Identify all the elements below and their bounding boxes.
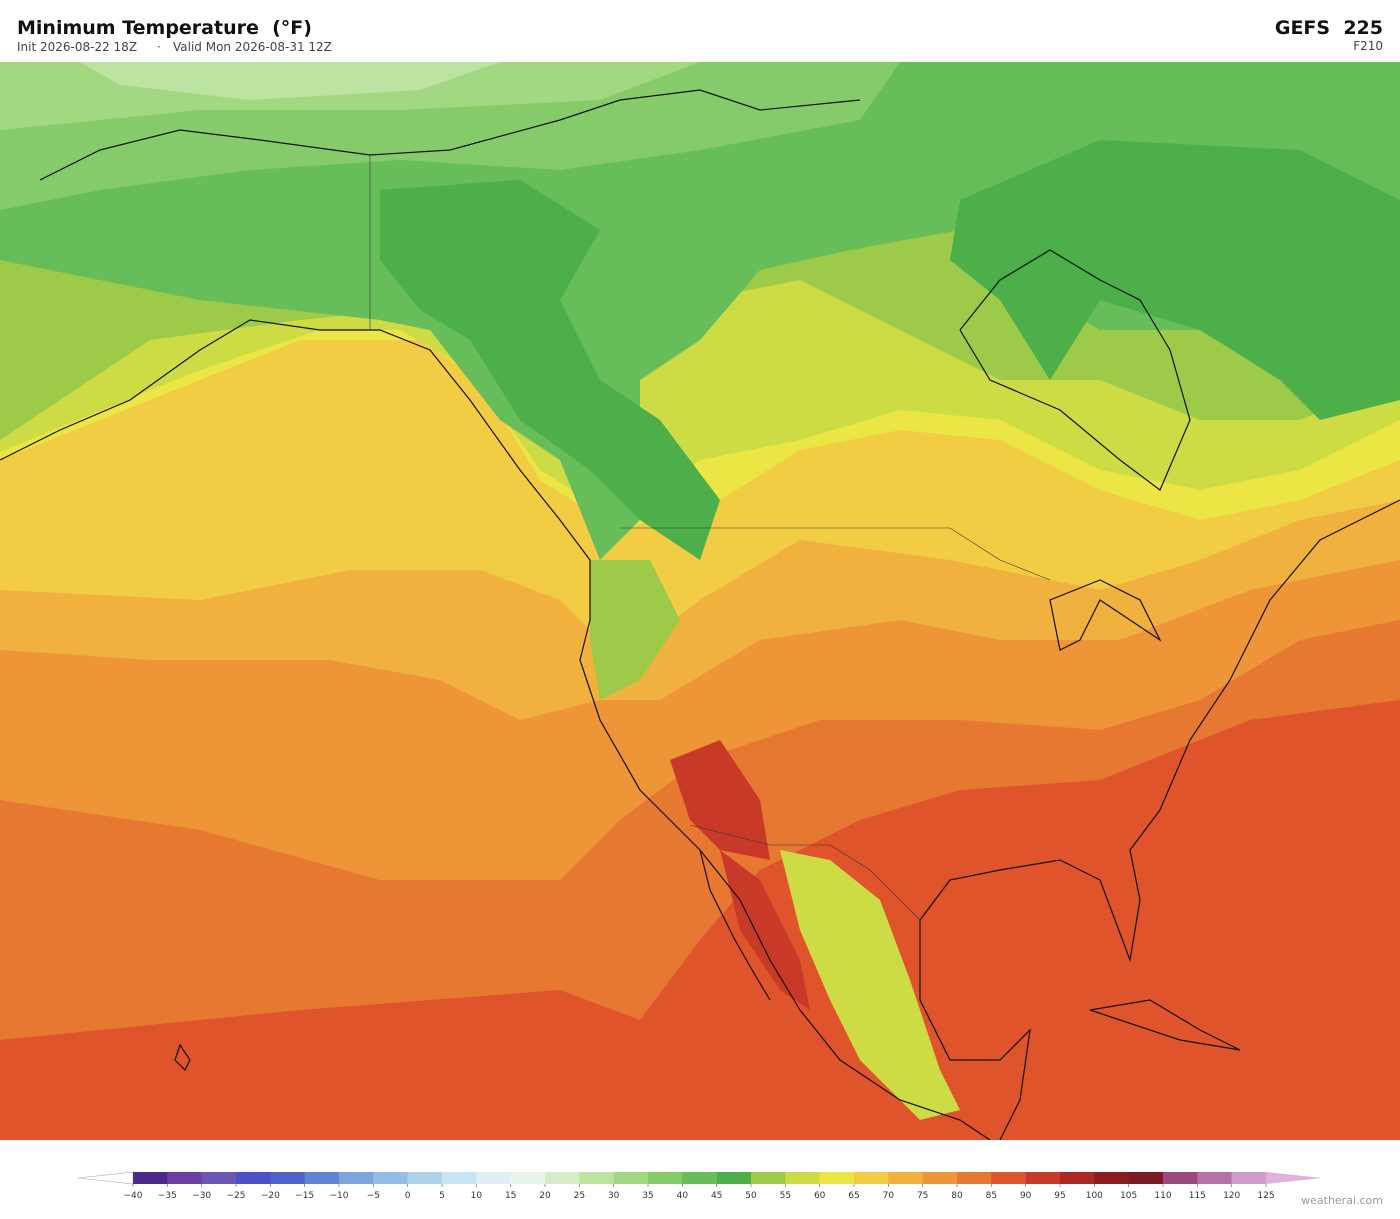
coastline [1049,579,1162,651]
model: GEFS 225 [1275,17,1383,39]
colorbar-segment [1128,1172,1164,1184]
colorbar-tick-label: 105 [1120,1191,1137,1201]
border [620,527,1051,581]
field-patch [380,180,720,560]
colorbar-segment [613,1172,649,1184]
colorbar-tick-label: −10 [330,1191,349,1201]
border [689,824,921,921]
colorbar-segment [1231,1172,1267,1184]
colorbar-tick-label: −15 [295,1191,314,1201]
colorbar-segment [682,1172,717,1184]
colorbar-segment [854,1172,889,1184]
coastline [174,1043,191,1072]
colorbar-segment [236,1172,271,1184]
colorbar-segment [373,1172,408,1184]
field-patch [780,850,960,1120]
colorbar-tick-label: 10 [471,1191,483,1201]
colorbar-segment [579,1172,614,1184]
colorbar-under [77,1171,134,1185]
colorbar-tick-label: 70 [883,1191,895,1201]
colorbar-segment [922,1172,958,1184]
colorbar-segment [545,1172,580,1184]
valid-time: Valid Mon 2026-08-31 12Z [173,40,332,54]
colorbar-tick-label: 0 [405,1191,411,1201]
colorbar-tick-label: −5 [367,1191,380,1201]
colorbar-tick-label: 110 [1154,1191,1171,1201]
colorbar-tick-label: 85 [986,1191,997,1201]
colorbar-segment [1163,1172,1198,1184]
colorbar-segment [751,1172,786,1184]
colorbar-tick-label: −20 [261,1191,280,1201]
title: Minimum Temperature (°F) [17,17,312,39]
colorbar-segment [304,1172,340,1184]
colorbar-tick-label: −25 [227,1191,246,1201]
coastline [1089,999,1241,1051]
colorbar-tick-label: 50 [745,1191,757,1201]
colorbar-tick-label: 90 [1020,1191,1032,1201]
colorbar-tick-label: 35 [642,1191,653,1201]
coastline [959,249,1191,491]
field-patch [670,740,770,860]
colorbar-segment [991,1172,1026,1184]
colorbar-tick-label: 100 [1086,1191,1103,1201]
colorbar-segment [1094,1172,1129,1184]
colorbar-segment [201,1172,237,1184]
colorbar-segment [270,1172,305,1184]
colorbar-tick-label: 75 [917,1191,928,1201]
colorbar-tick-label: 20 [539,1191,551,1201]
colorbar-segment [716,1172,752,1184]
colorbar-segment [888,1172,923,1184]
colorbar-segment [133,1172,168,1184]
colorbar-tick-label: 45 [711,1191,722,1201]
colorbar-segment [648,1172,683,1184]
coastline [919,499,1400,1140]
colorbar-tick-label: 30 [608,1191,620,1201]
colorbar-segment [339,1172,374,1184]
coastline [39,89,861,181]
colorbar-segment [476,1172,511,1184]
colorbar-segment [407,1172,443,1184]
colorbar-tick-label: 5 [439,1191,445,1201]
colorbar-segment [819,1172,855,1184]
colorbar-segment [442,1172,477,1184]
colorbar-segment [1060,1172,1095,1184]
colorbar-tick-label: −40 [124,1191,143,1201]
colorbar-tick-label: 115 [1189,1191,1206,1201]
init-time: Init 2026-08-22 18Z [17,40,137,54]
colorbar-tick-label: 125 [1257,1191,1274,1201]
colorbar-tick-label: 15 [505,1191,516,1201]
watermark: weatherai.com [1301,1194,1383,1207]
colorbar-segment [1197,1172,1232,1184]
colorbar-segment [1025,1172,1061,1184]
coastline [699,849,771,1001]
colorbar: −40 −35 −30 −25 −20 −15 −10 −5 0 5 10 15 20 25 30 35 40 4… [77,1171,1322,1201]
colorbar-tick-label: −35 [158,1191,177,1201]
colorbar-over [1266,1172,1322,1184]
colorbar-tick-label: 55 [780,1191,791,1201]
colorbar-segment [510,1172,546,1184]
colorbar-tick-label: 80 [951,1191,963,1201]
colorbar-segment [785,1172,820,1184]
map [0,62,1400,1140]
field-patch [950,140,1400,420]
field-patch [720,850,810,1010]
colorbar-tick-label: −30 [192,1191,211,1201]
colorbar-tick-label: 95 [1054,1191,1065,1201]
colorbar-segment [167,1172,202,1184]
separator: · [157,40,161,54]
colorbar-segment [957,1172,992,1184]
colorbar-tick-label: 60 [814,1191,826,1201]
colorbar-tick-label: 40 [677,1191,689,1201]
coastline [0,319,991,1140]
forecast-hour: F210 [1353,39,1383,53]
field-band [80,62,500,100]
colorbar-tick-label: 25 [574,1191,585,1201]
field-patch [590,560,680,700]
colorbar-tick-label: 65 [848,1191,859,1201]
colorbar-tick-label: 120 [1223,1191,1240,1201]
